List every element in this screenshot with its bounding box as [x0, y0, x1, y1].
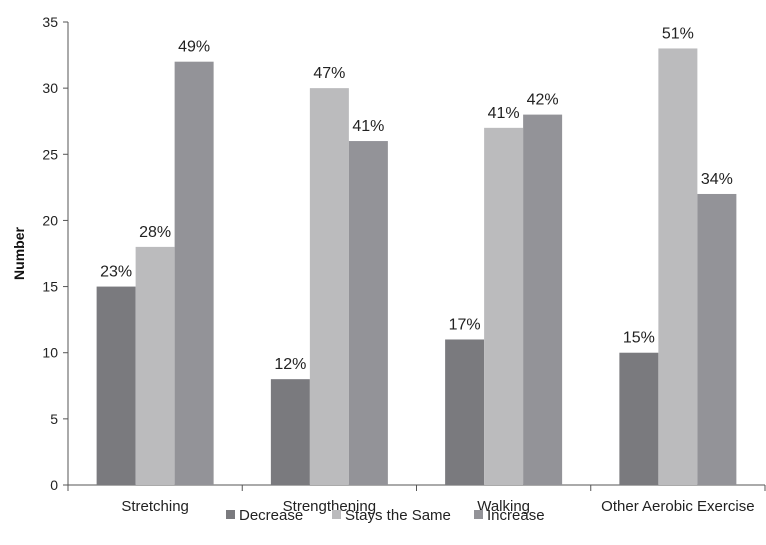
data-label: 15%	[623, 330, 655, 347]
category-label: Other Aerobic Exercise	[601, 498, 754, 515]
bar	[135, 246, 175, 485]
legend-swatch	[474, 510, 483, 519]
bar	[658, 48, 698, 485]
legend-label: Stays the Same	[345, 507, 451, 524]
bar	[270, 379, 310, 485]
bar	[484, 127, 524, 485]
data-label: 41%	[352, 118, 384, 135]
data-label: 41%	[488, 105, 520, 122]
legend-label: Decrease	[239, 507, 303, 524]
bar	[445, 339, 485, 485]
data-label: 49%	[178, 39, 210, 56]
bar	[309, 88, 349, 486]
data-label: 23%	[100, 264, 132, 281]
category-label: Strengthening	[283, 498, 376, 515]
data-label: 34%	[701, 171, 733, 188]
y-tick-label: 5	[50, 411, 58, 427]
data-label: 12%	[274, 356, 306, 373]
legend-swatch	[226, 510, 235, 519]
y-tick-label: 20	[42, 212, 58, 228]
bar	[523, 114, 563, 485]
category-label: Stretching	[121, 498, 189, 515]
legend: Decrease Stays the Same Increase	[226, 507, 545, 524]
y-axis-label: Number	[11, 227, 27, 280]
data-label: 47%	[313, 65, 345, 82]
y-tick-label: 0	[50, 477, 58, 493]
legend-label: Increase	[487, 507, 545, 524]
data-label: 42%	[527, 92, 559, 109]
y-tick-label: 15	[42, 279, 58, 295]
data-label: 28%	[139, 224, 171, 241]
bar	[174, 61, 214, 485]
bar	[619, 352, 659, 485]
data-label: 51%	[662, 25, 694, 42]
data-label: 17%	[449, 316, 481, 333]
category-label: Walking	[477, 498, 530, 515]
bar	[348, 141, 388, 486]
legend-swatch	[332, 510, 341, 519]
bar	[697, 193, 737, 485]
bars	[96, 48, 737, 486]
y-tick-label: 10	[42, 345, 58, 361]
y-axis: 0 5 10 15 20 25 30 35	[42, 14, 69, 493]
bar	[96, 286, 136, 485]
data-labels: 23% 28% 49% 12% 47% 41% 17% 41% 42% 15% 51% 34%	[100, 25, 733, 373]
y-tick-label: 35	[42, 14, 58, 30]
y-tick-label: 30	[42, 80, 58, 96]
y-tick-label: 25	[42, 146, 58, 162]
